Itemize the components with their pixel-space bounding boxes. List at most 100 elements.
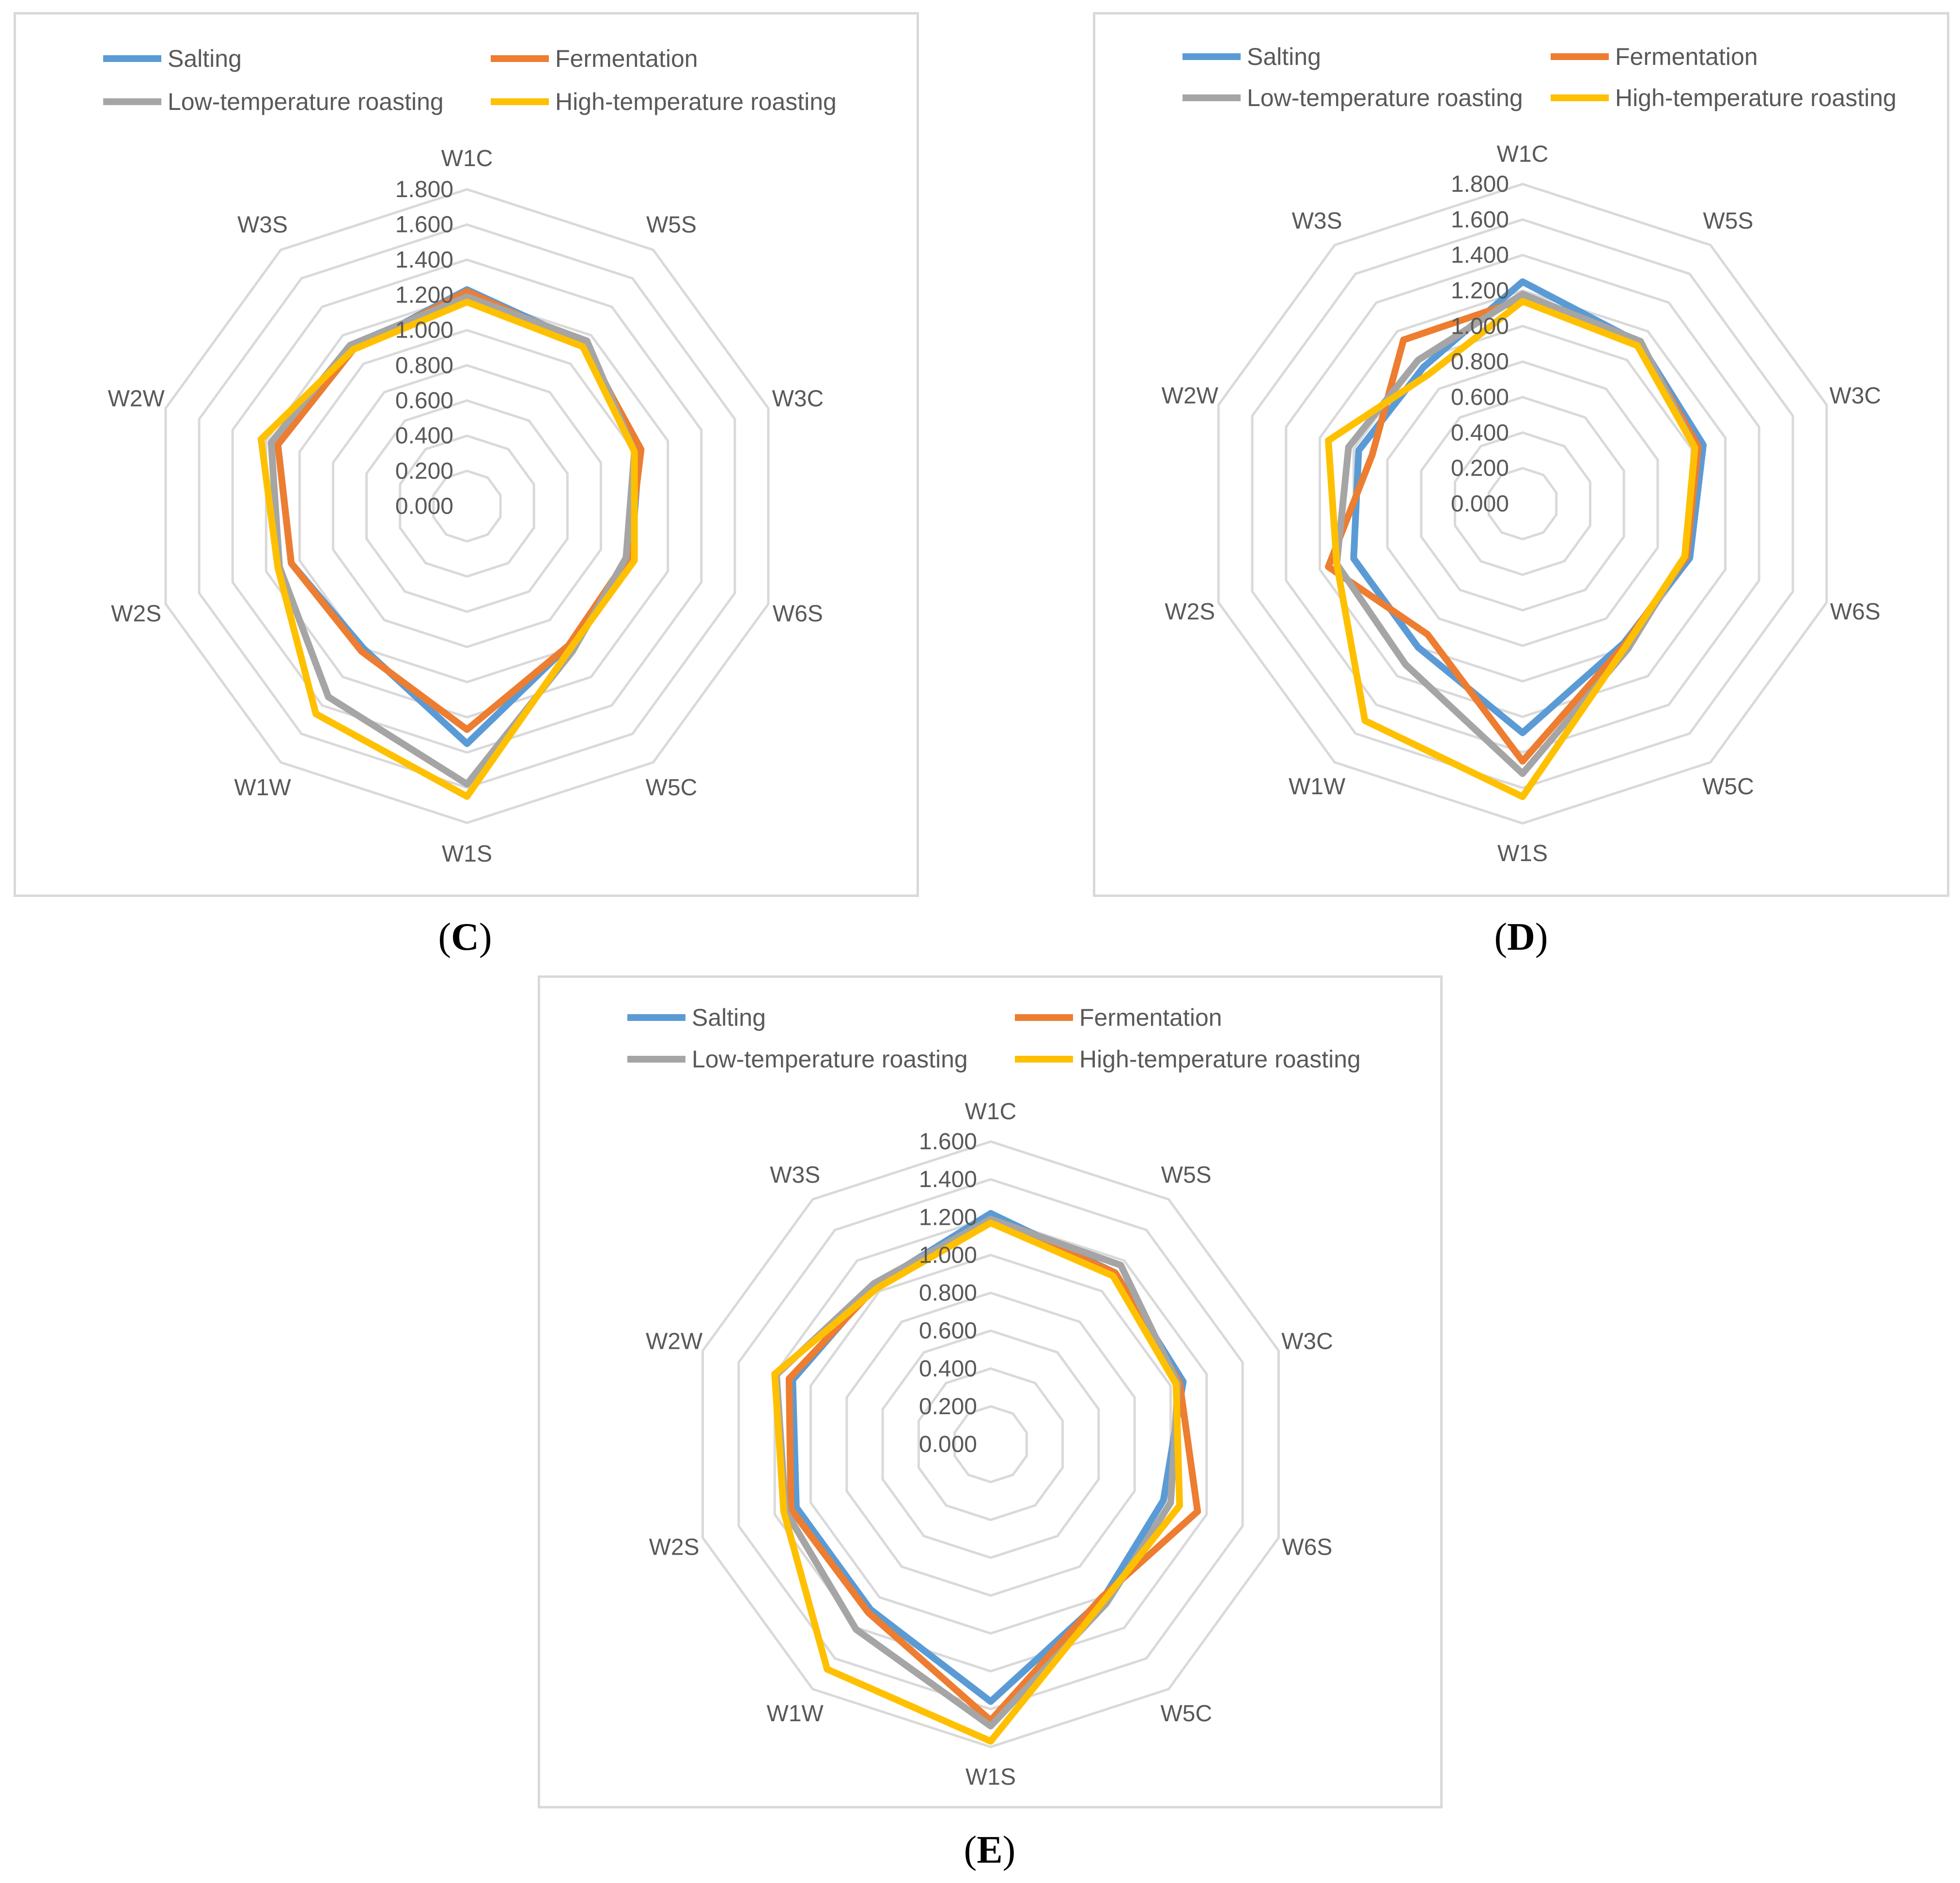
- legend-label: Fermentation: [1615, 43, 1758, 70]
- tick-label: 0.000: [1451, 491, 1509, 517]
- grid-ring: [1386, 360, 1659, 647]
- caption-d: (D): [1494, 916, 1548, 958]
- tick-label: 0.800: [1451, 349, 1509, 375]
- axis-label-w3s: W3S: [237, 212, 288, 238]
- tick-label: 0.200: [919, 1394, 977, 1420]
- radar-panel-d: 0.000 0.200 0.400 0.600 0.800 1.000 1.200 1.400…: [1093, 12, 1949, 897]
- axis-label-w3c: W3C: [772, 386, 824, 412]
- axis-label-w3s: W3S: [1292, 208, 1342, 234]
- series-line-e-4: [771, 1219, 1183, 1745]
- axis-label-w5c: W5C: [1160, 1701, 1212, 1727]
- axis-label-w1s: W1S: [442, 841, 492, 867]
- axis-label-w5c: W5C: [646, 775, 698, 801]
- axis-label-w1s: W1S: [1497, 841, 1548, 866]
- tick-label: 0.200: [395, 458, 453, 484]
- legend-label: Low-temperature roasting: [1247, 84, 1523, 111]
- axis-label-w2w: W2W: [1162, 383, 1219, 409]
- axis-label-w5s: W5S: [646, 212, 697, 238]
- caption-d-letter: D: [1507, 916, 1535, 958]
- grid-ring: [298, 329, 636, 683]
- axis-label-w1s: W1S: [965, 1764, 1016, 1790]
- legend-e: Salting Fermentation Low-temperature roast…: [627, 1004, 1361, 1073]
- legend-label: Low-temperature roasting: [168, 88, 444, 115]
- grid-ring: [365, 399, 569, 613]
- tick-label: 1.000: [919, 1242, 977, 1268]
- tick-label: 0.600: [1451, 385, 1509, 410]
- series-line-e-3: [773, 1216, 1182, 1729]
- caption-e: (E): [964, 1829, 1016, 1871]
- legend-label: High-temperature roasting: [1079, 1046, 1361, 1073]
- legend-label: Salting: [1247, 43, 1321, 70]
- legend-c: Salting Fermentation Low-temperature roast…: [103, 45, 837, 115]
- grid-ring: [845, 1291, 1136, 1597]
- axis-label-w1w: W1W: [1289, 774, 1346, 800]
- legend-label: Fermentation: [1079, 1004, 1222, 1031]
- tick-label: 0.000: [395, 494, 453, 519]
- axis-label-w6s: W6S: [773, 601, 823, 627]
- tick-label: 0.400: [1451, 420, 1509, 446]
- grid-ring: [432, 469, 502, 543]
- grid-ring: [164, 188, 770, 824]
- tick-label: 1.600: [395, 212, 453, 238]
- grid-ring: [198, 223, 736, 789]
- grid-ring: [332, 364, 602, 648]
- tick-label: 1.800: [1451, 171, 1509, 197]
- grid-ring: [917, 1367, 1064, 1521]
- axis-label-w3c: W3C: [1281, 1329, 1333, 1355]
- axis-label-w2w: W2W: [646, 1329, 703, 1355]
- grid-ring: [1319, 289, 1727, 718]
- axis-label-w1c: W1C: [1497, 141, 1549, 167]
- grid-ring: [1217, 183, 1828, 825]
- grid-ring: [773, 1216, 1208, 1673]
- tick-label: 0.600: [395, 388, 453, 414]
- grid-ring: [264, 293, 669, 719]
- radar-chart-c: 0.000 0.200 0.400 0.600 0.800 1.000 1.200 1.400…: [103, 45, 837, 867]
- axis-label-w2s: W2S: [649, 1534, 700, 1560]
- tick-label: 1.400: [1451, 243, 1509, 268]
- legend-label: Low-temperature roasting: [692, 1046, 968, 1073]
- axis-label-w1w: W1W: [234, 775, 291, 801]
- tick-label: 1.200: [1451, 278, 1509, 304]
- series-line-c-4: [258, 298, 638, 800]
- axis-label-w1c: W1C: [965, 1099, 1017, 1125]
- axis-label-w5s: W5S: [1703, 208, 1753, 234]
- tick-label: 0.000: [919, 1432, 977, 1457]
- axis-label-w2s: W2S: [1165, 599, 1215, 625]
- tick-label: 0.800: [919, 1281, 977, 1306]
- axis-label-w2w: W2W: [108, 386, 165, 412]
- tick-label: 1.200: [395, 282, 453, 308]
- tick-label: 0.400: [919, 1356, 977, 1382]
- grid-ring: [953, 1405, 1028, 1483]
- tick-label: 0.400: [395, 423, 453, 449]
- tick-label: 1.400: [395, 247, 453, 273]
- radar-grid-e: [701, 1140, 1280, 1748]
- axis-label-w5s: W5S: [1161, 1162, 1212, 1188]
- caption-c: (C): [438, 916, 492, 958]
- tick-label: 1.000: [395, 318, 453, 343]
- legend-label: High-temperature roasting: [1615, 84, 1897, 111]
- tick-label: 1.400: [919, 1167, 977, 1192]
- grid-ring: [1420, 396, 1625, 612]
- axis-label-w6s: W6S: [1282, 1534, 1332, 1560]
- legend-label: Salting: [168, 45, 242, 72]
- tick-label: 0.200: [1451, 456, 1509, 481]
- radar-chart-e: 0.000 0.200 0.400 0.600 0.800 1.000 1.200 1.400…: [627, 1004, 1361, 1790]
- series-line-d-2: [1325, 296, 1702, 765]
- series-line-d-4: [1325, 298, 1698, 800]
- radar-chart-d: 0.000 0.200 0.400 0.600 0.800 1.000 1.200 1.400…: [1162, 43, 1897, 866]
- caption-c-letter: C: [451, 916, 479, 958]
- radar-panel-c: 0.000 0.200 0.400 0.600 0.800 1.000 1.200 1.400…: [14, 12, 919, 897]
- tick-label: 0.600: [919, 1318, 977, 1344]
- axis-label-w3s: W3S: [770, 1162, 820, 1188]
- grid-ring: [399, 434, 535, 578]
- legend-label: Fermentation: [555, 45, 698, 72]
- series-line-d-3: [1333, 291, 1698, 777]
- legend-label: Salting: [692, 1004, 766, 1031]
- grid-ring: [737, 1178, 1244, 1711]
- radar-grid-c: [164, 188, 770, 824]
- radar-panel-e: 0.000 0.200 0.400 0.600 0.800 1.000 1.200 1.400…: [538, 975, 1443, 1808]
- axis-label-w5c: W5C: [1702, 774, 1754, 800]
- axis-label-w3c: W3C: [1829, 383, 1881, 409]
- grid-ring: [881, 1329, 1100, 1559]
- axis-label-w1c: W1C: [441, 146, 493, 171]
